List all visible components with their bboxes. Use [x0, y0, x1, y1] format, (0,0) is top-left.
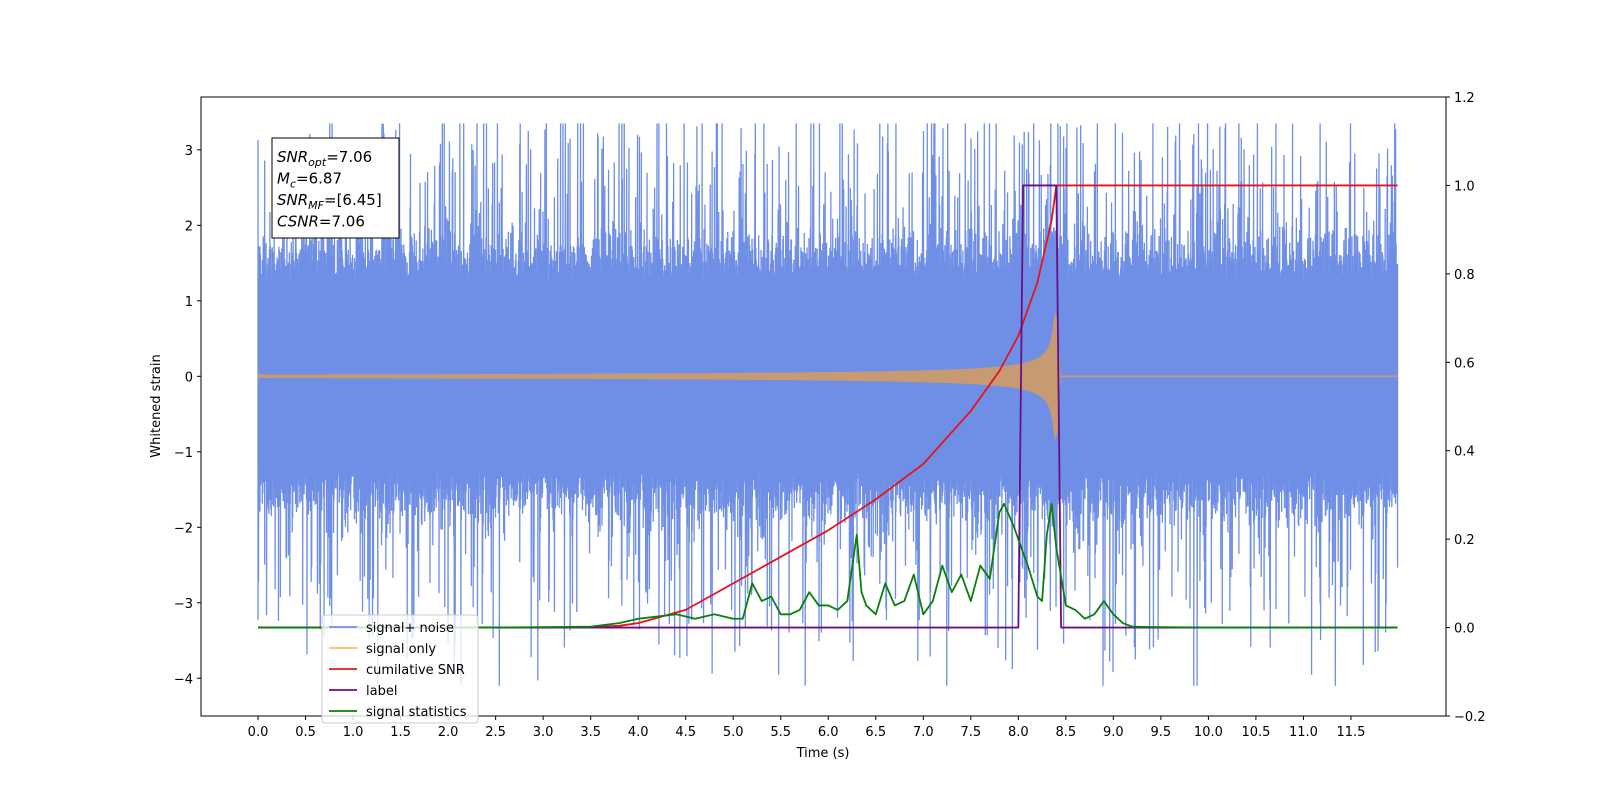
y2-tick-label: 0.4 — [1454, 445, 1475, 460]
y-axis-title: Whitened strain — [149, 354, 164, 457]
annotation-line: CSNR=7.06 — [277, 213, 365, 231]
x-tick-label: 3.0 — [533, 725, 554, 740]
legend-label: label — [366, 684, 397, 699]
x-tick-label: 8.5 — [1056, 725, 1077, 740]
y-tick-label: −1 — [174, 446, 193, 461]
x-tick-label: 10.5 — [1241, 725, 1270, 740]
x-tick-label: 6.0 — [818, 725, 839, 740]
annotation-value: =[6.45] — [324, 191, 382, 209]
annotation-subscript: MF — [308, 199, 324, 212]
x-tick-label: 0.0 — [248, 725, 269, 740]
series-signal-only — [257, 313, 1399, 440]
annotation-line: SNRopt=7.06 — [277, 148, 372, 169]
x-tick-label: 11.5 — [1336, 725, 1365, 740]
x-axis-title: Time (s) — [796, 746, 850, 761]
y-tick-label: −2 — [174, 521, 193, 536]
annotation-value: =6.87 — [296, 170, 342, 188]
y-tick-label: −3 — [174, 597, 193, 612]
x-tick-label: 1.5 — [390, 725, 411, 740]
x-tick-label: 0.5 — [295, 725, 316, 740]
x-tick-label: 10.0 — [1194, 725, 1223, 740]
series-signal-statistics — [258, 502, 1398, 629]
y2-tick-label: 0.6 — [1454, 356, 1475, 371]
annotation-value: =7.06 — [319, 213, 365, 231]
annotation-symbol: M — [277, 170, 290, 188]
annotation-symbol: SNR — [277, 148, 308, 166]
series-signal-noise — [257, 123, 1399, 686]
x-tick-label: 3.5 — [580, 725, 601, 740]
y2-tick-label: 0.0 — [1454, 622, 1475, 637]
legend-label: signal statistics — [366, 705, 467, 720]
annotation-value: =7.06 — [326, 148, 372, 166]
x-tick-label: 5.0 — [723, 725, 744, 740]
x-tick-label: 1.0 — [343, 725, 364, 740]
series-cumilative-snr — [258, 184, 1398, 629]
y-tick-label: 0 — [185, 370, 193, 385]
annotation-symbol: SNR — [277, 191, 308, 209]
y-tick-label: −4 — [174, 672, 193, 687]
legend: signal+ noise signal only cumilative SNR la… — [321, 614, 479, 724]
legend-label: signal only — [366, 642, 436, 657]
legend-label: cumilative SNR — [366, 663, 465, 678]
y2-tick-label: −0.2 — [1454, 710, 1486, 725]
y2-tick-label: 1.2 — [1454, 91, 1475, 106]
x-tick-label: 11.0 — [1289, 725, 1318, 740]
y2-tick-label: 1.0 — [1454, 179, 1475, 194]
legend-label: signal+ noise — [366, 621, 454, 636]
x-tick-label: 4.5 — [675, 725, 696, 740]
x-tick-label: 2.0 — [438, 725, 459, 740]
y-tick-label: 1 — [185, 295, 193, 310]
x-tick-label: 6.5 — [865, 725, 886, 740]
x-tick-label: 9.0 — [1103, 725, 1124, 740]
x-tick-label: 8.0 — [1008, 725, 1029, 740]
plot-frame — [200, 96, 1447, 717]
annotation-line: SNRMF=[6.45] — [277, 191, 382, 212]
x-tick-label: 9.5 — [1151, 725, 1172, 740]
x-tick-label: 5.5 — [770, 725, 791, 740]
x-tick-label: 7.0 — [913, 725, 934, 740]
y-tick-label: 2 — [185, 219, 193, 234]
axes: 0.0 0.5 1.0 1.5 2.0 2.5 3.0 3.5 4.0 4.5 5.0 5.5 6.0 6… — [174, 91, 1486, 740]
annotation-subscript: opt — [308, 156, 327, 169]
annotation-subscript: c — [290, 178, 296, 191]
y2-tick-label: 0.8 — [1454, 268, 1475, 283]
series-label — [258, 184, 1398, 629]
annotation-symbol: CSNR — [277, 213, 319, 231]
x-tick-label: 7.5 — [960, 725, 981, 740]
x-tick-label: 2.5 — [485, 725, 506, 740]
y-tick-label: 3 — [185, 144, 193, 159]
y2-tick-label: 0.2 — [1454, 533, 1475, 548]
annotation-frame — [271, 137, 400, 239]
x-tick-label: 4.0 — [628, 725, 649, 740]
plot-area — [257, 123, 1399, 686]
legend-frame — [321, 614, 479, 724]
annotation-line: Mc=6.87 — [277, 170, 342, 191]
